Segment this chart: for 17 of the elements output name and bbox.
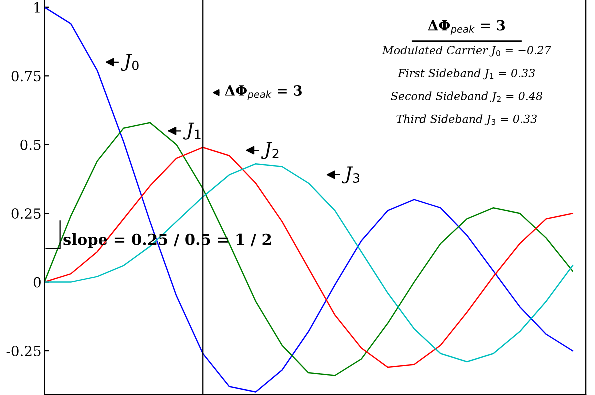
y-tick-label: 0.25 (12, 208, 41, 220)
annotation: ΔΦ$_{peak}$ = 3 (428, 20, 506, 35)
text: ΔΦ$_{peak}$ = 3 (225, 85, 302, 100)
annotation: J$_{2}$ (261, 142, 279, 160)
y-tick-label: 0 (34, 277, 41, 288)
annotation: J$_{1}$ (183, 122, 201, 140)
annotation: J$_{0}$ (121, 54, 139, 72)
annotation: Third Sideband J$_{3}$ = 0.33 (396, 114, 537, 126)
line-series (44, 6, 574, 393)
y-tick-label: 0.5 (20, 140, 41, 150)
y-tick-label: 1 (34, 2, 40, 13)
annotation: Second Sideband J$_{2}$ = 0.48 (391, 92, 543, 103)
annotation: J$_{3}$ (342, 166, 360, 184)
annotation: Modulated Carrier J$_{0}$ = −0.27 (382, 46, 552, 57)
y-tick-label: -0.25 (6, 346, 41, 356)
annotation: First Sideband J$_{1}$ = 0.33 (398, 68, 536, 80)
y-tick-label: 0.75 (12, 71, 41, 82)
